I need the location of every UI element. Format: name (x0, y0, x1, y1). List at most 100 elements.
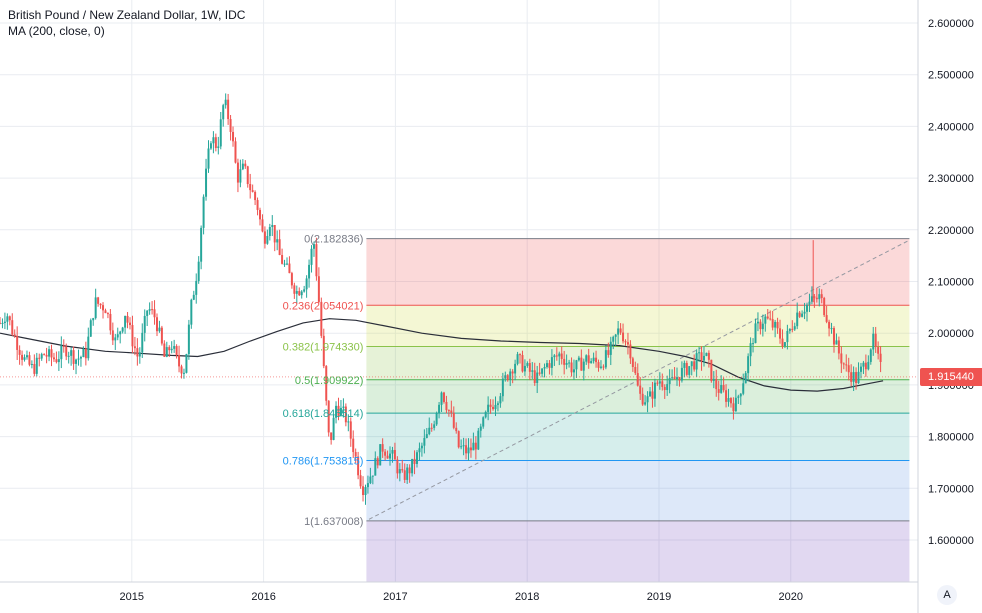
candle-body (138, 352, 141, 357)
candle-body (312, 244, 315, 249)
candle-body (592, 357, 595, 362)
price-tick-label: 1.800000 (928, 432, 974, 444)
fib-trend-line[interactable] (368, 239, 910, 520)
candle-body (558, 353, 561, 357)
candle-body (649, 391, 652, 397)
candle-body (259, 209, 262, 220)
candle-body (452, 412, 455, 428)
candle-body (50, 349, 53, 358)
candle-body (25, 355, 28, 358)
candle-body (572, 369, 575, 373)
candle-body (102, 305, 105, 311)
candle-body (60, 345, 63, 360)
candle-body (783, 342, 786, 347)
candle-body (776, 321, 779, 329)
candle-body (79, 357, 82, 359)
symbol-title[interactable]: British Pound / New Zealand Dollar, 1W, … (8, 8, 246, 22)
candle-body (111, 330, 114, 341)
candle-body (830, 328, 833, 330)
candle-body (168, 347, 171, 351)
candle-body (381, 444, 384, 452)
candle-body (366, 483, 369, 488)
candle-body (599, 366, 602, 368)
candle-body (1, 322, 4, 324)
candle-body (766, 316, 769, 319)
time-tick-label: 2017 (383, 591, 407, 603)
candle-body (425, 434, 428, 438)
candle-body (43, 354, 46, 356)
grid (0, 0, 918, 582)
candle-body (38, 357, 41, 359)
time-axis[interactable]: 2015 2016 2017 2018 2019 2020 (120, 591, 803, 603)
candle-body (276, 239, 279, 243)
candle-body (92, 318, 95, 321)
candle-body (879, 353, 882, 363)
candle-body (840, 353, 843, 364)
candle-body (501, 378, 504, 397)
price-tick-label: 2.400000 (928, 121, 974, 133)
candlesticks (0, 93, 918, 505)
candle-body (371, 475, 374, 477)
candle-body (847, 365, 850, 373)
candle-body (339, 407, 342, 416)
candle-body (482, 417, 485, 427)
candle-body (219, 119, 222, 147)
candle-body (673, 377, 676, 380)
auto-scale-button[interactable]: A (937, 585, 957, 605)
time-tick-label: 2015 (120, 591, 144, 603)
candle-body (55, 359, 58, 363)
candle-body (710, 359, 713, 381)
candle-body (244, 163, 247, 167)
candle-body (285, 263, 288, 265)
candle-body (514, 363, 517, 374)
candle-body (683, 362, 686, 368)
ma-indicator-label[interactable]: MA (200, close, 0) (8, 24, 105, 38)
candle-body (327, 400, 330, 433)
candle-body (266, 236, 269, 244)
candle-body (864, 362, 867, 370)
price-axis[interactable]: 1.6000001.7000001.8000001.9000002.000000… (928, 18, 974, 547)
candle-body (494, 404, 497, 410)
candle-body (487, 404, 490, 412)
candle-body (121, 327, 124, 332)
candle-body (398, 469, 401, 474)
candle-body (202, 196, 205, 228)
candle-body (855, 372, 858, 384)
candle-body (104, 310, 107, 314)
candle-body (268, 226, 271, 237)
candle-body (808, 301, 811, 305)
candle-body (732, 403, 735, 412)
candle-body (87, 336, 90, 359)
price-tick-label: 2.000000 (928, 328, 974, 340)
candle-body (631, 358, 634, 367)
candle-body (143, 315, 146, 333)
candle-body (141, 332, 144, 353)
candle-body (496, 403, 499, 405)
candle-body (653, 382, 656, 399)
candle-body (310, 248, 313, 265)
candle-body (720, 385, 723, 393)
candle-body (828, 321, 831, 329)
candle-body (217, 146, 220, 149)
candle-body (379, 444, 382, 466)
candle-body (170, 348, 173, 351)
candle-body (705, 352, 708, 356)
fib-zone-0.786 (366, 460, 910, 521)
candle-body (793, 326, 796, 330)
candle-body (401, 469, 404, 471)
candle-body (798, 312, 801, 317)
candle-body (254, 191, 257, 201)
candle-body (347, 421, 350, 423)
candle-body (727, 398, 730, 402)
time-tick-label: 2016 (251, 591, 275, 603)
candle-body (305, 278, 308, 290)
price-tick-label: 2.600000 (928, 18, 974, 30)
candle-body (796, 312, 799, 327)
candle-body (359, 475, 362, 487)
fibonacci-retracement[interactable] (366, 238, 910, 582)
candle-body (614, 334, 617, 337)
candle-body (165, 347, 168, 357)
candle-body (234, 141, 237, 163)
candle-body (771, 319, 774, 328)
